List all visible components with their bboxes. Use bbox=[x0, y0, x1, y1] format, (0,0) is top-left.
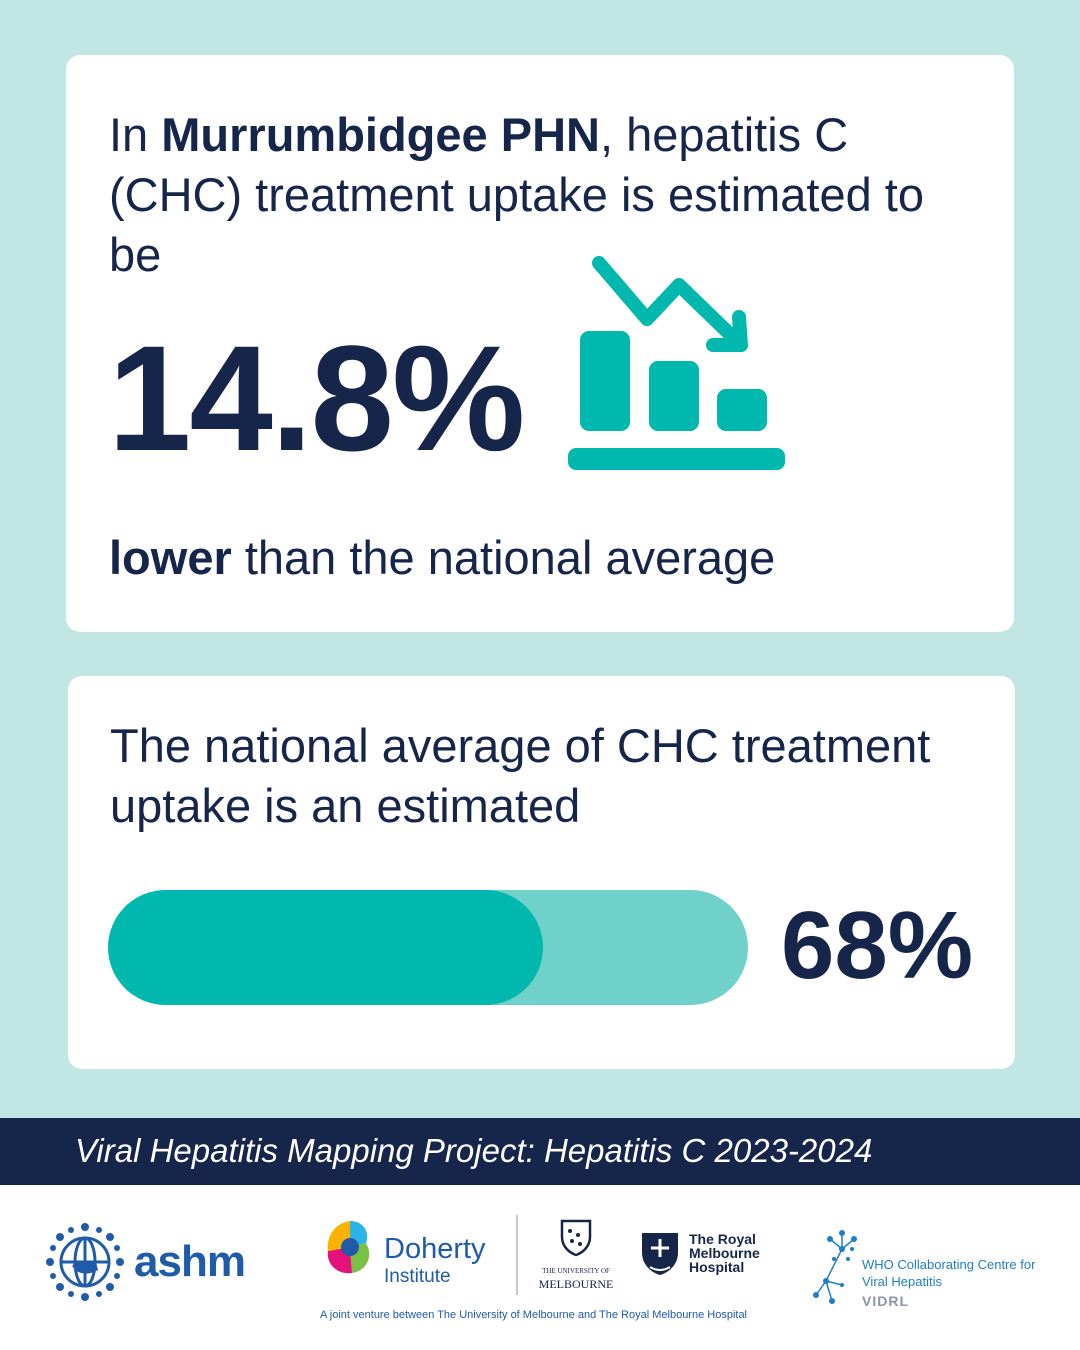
who-centre-text: WHO Collaborating Centre for Viral Hepat… bbox=[862, 1257, 1036, 1289]
rmh-text: The Royal Melbourne Hospital bbox=[689, 1231, 760, 1275]
project-banner: Viral Hepatitis Mapping Project: Hepatit… bbox=[0, 1118, 1080, 1185]
ashm-globe-icon bbox=[46, 1223, 124, 1301]
progress-bar bbox=[108, 890, 748, 1005]
progress-bar-fill bbox=[108, 890, 544, 1005]
rmh-shield-icon bbox=[642, 1233, 678, 1275]
comparison-bold: lower bbox=[109, 531, 232, 584]
comparison-rest: than the national average bbox=[231, 531, 776, 584]
national-average-card: The national average of CHC treatment up… bbox=[68, 676, 1015, 1069]
comparison-text: lower than the national average bbox=[109, 528, 775, 588]
vidrl-network-icon bbox=[813, 1230, 857, 1304]
project-title: Viral Hepatitis Mapping Project: Hepatit… bbox=[75, 1132, 873, 1169]
uptake-percentage: 14.8% bbox=[108, 314, 525, 482]
national-average-text: The national average of CHC treatment up… bbox=[110, 719, 931, 832]
region-name: Murrumbidgee PHN bbox=[161, 108, 600, 161]
doherty-sub: Institute bbox=[384, 1266, 451, 1287]
chart-trend-down-icon bbox=[568, 256, 785, 470]
uom-line1: THE UNIVERSITY OF bbox=[542, 1267, 610, 1275]
partner-logos: ashm Doherty Institute THE UNIVERSITY OF… bbox=[0, 1185, 1080, 1350]
ashm-logo-text: ashm bbox=[134, 1237, 246, 1286]
intro-text: In Murrumbidgee PHN, hepatitis C (CHC) t… bbox=[109, 105, 929, 285]
doherty-name: Doherty bbox=[384, 1233, 486, 1265]
uom-crest-icon bbox=[560, 1219, 592, 1257]
joint-venture-text: A joint venture between The University o… bbox=[320, 1309, 748, 1321]
logo-divider bbox=[516, 1215, 518, 1295]
national-percentage: 68% bbox=[781, 892, 974, 999]
doherty-logo: Doherty Institute bbox=[320, 1185, 510, 1305]
uom-line2: MELBOURNE bbox=[538, 1277, 614, 1291]
doherty-mark-icon bbox=[327, 1221, 370, 1274]
vidrl-text: VIDRL bbox=[862, 1293, 909, 1309]
uptake-card: In Murrumbidgee PHN, hepatitis C (CHC) t… bbox=[66, 55, 1014, 632]
intro-suffix: , hepatitis C (CHC) treatment uptake is … bbox=[109, 108, 924, 281]
intro-prefix: In bbox=[109, 108, 162, 161]
